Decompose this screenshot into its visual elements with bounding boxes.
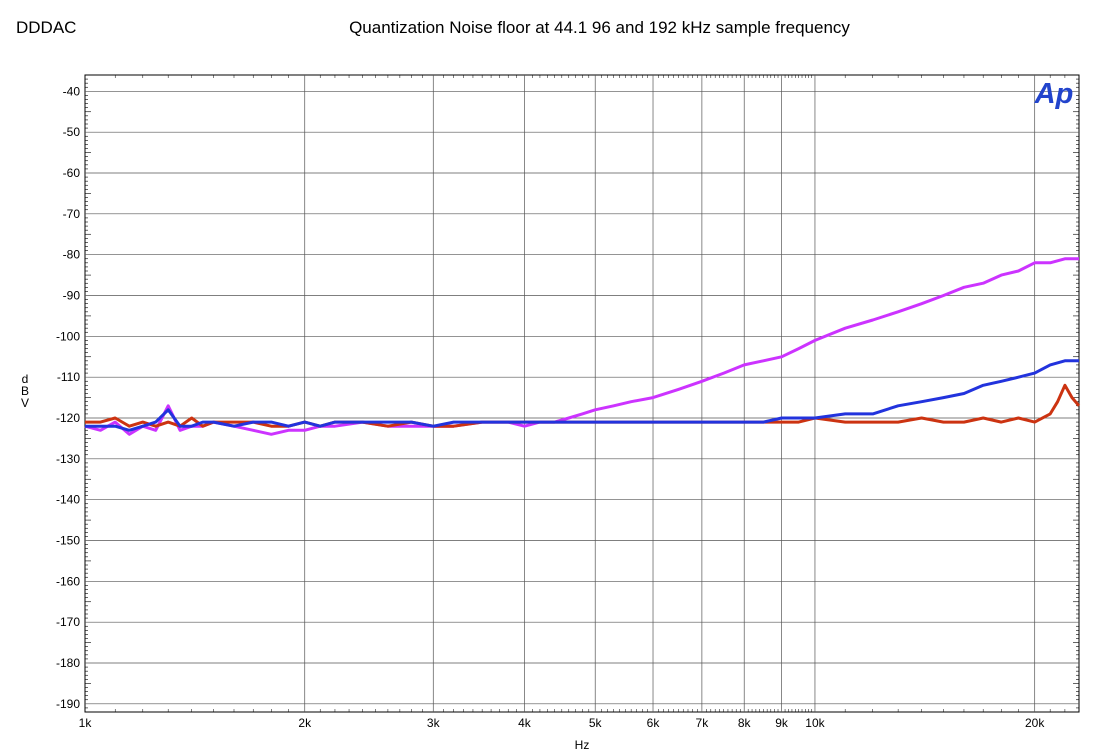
x-tick-label: 4k <box>518 716 532 730</box>
x-tick-label: 10k <box>805 716 825 730</box>
y-axis-label-letter: d <box>22 372 29 386</box>
chart-left-title: DDDAC <box>16 18 77 37</box>
x-tick-label: 9k <box>775 716 789 730</box>
y-tick-label: -180 <box>56 656 80 670</box>
x-tick-label: 7k <box>696 716 710 730</box>
y-tick-label: -140 <box>56 493 80 507</box>
series-line-3 <box>85 359 1079 432</box>
y-tick-label: -190 <box>56 697 80 711</box>
grid-layer <box>85 75 1079 712</box>
y-tick-label: -160 <box>56 574 80 588</box>
y-axis-label-letter: V <box>21 396 29 410</box>
x-tick-labels: 1k 2k 3k 4k 5k 6k 7k 8k 9k 10k 20k <box>79 716 1046 730</box>
ap-logo: Ap <box>1034 78 1074 110</box>
x-tick-label: 20k <box>1025 716 1045 730</box>
x-axis-label: Hz <box>575 738 590 752</box>
y-tick-label: -90 <box>63 289 81 303</box>
x-tick-label: 6k <box>647 716 661 730</box>
y-tick-label: -40 <box>63 84 81 98</box>
plot-area <box>84 74 1080 713</box>
x-tick-label: 1k <box>79 716 93 730</box>
ap-logo-text: Ap <box>1034 78 1074 110</box>
chart-title: Quantization Noise floor at 44.1 96 and … <box>349 18 850 37</box>
x-tick-label: 2k <box>298 716 312 730</box>
series-layer <box>84 257 1081 436</box>
y-tick-label: -170 <box>56 615 80 629</box>
y-tick-label: -130 <box>56 452 80 466</box>
y-tick-label: -150 <box>56 534 80 548</box>
y-tick-label: -110 <box>57 370 80 384</box>
x-tick-label: 3k <box>427 716 441 730</box>
y-tick-label: -80 <box>63 248 81 262</box>
y-tick-label: -100 <box>56 329 80 343</box>
y-axis-label-letter: B <box>21 384 29 398</box>
y-tick-label: -50 <box>63 125 81 139</box>
y-tick-label: -120 <box>56 411 80 425</box>
y-tick-label: -70 <box>63 207 81 221</box>
x-tick-label: 5k <box>589 716 603 730</box>
minor-tick-layer <box>85 74 1079 713</box>
y-tick-label: -60 <box>63 166 81 180</box>
y-tick-labels: -40 -50 -60 -70 -80 -90 -100 -110 -120 -130 -140 -1… <box>56 84 81 711</box>
x-tick-label: 8k <box>738 716 752 730</box>
